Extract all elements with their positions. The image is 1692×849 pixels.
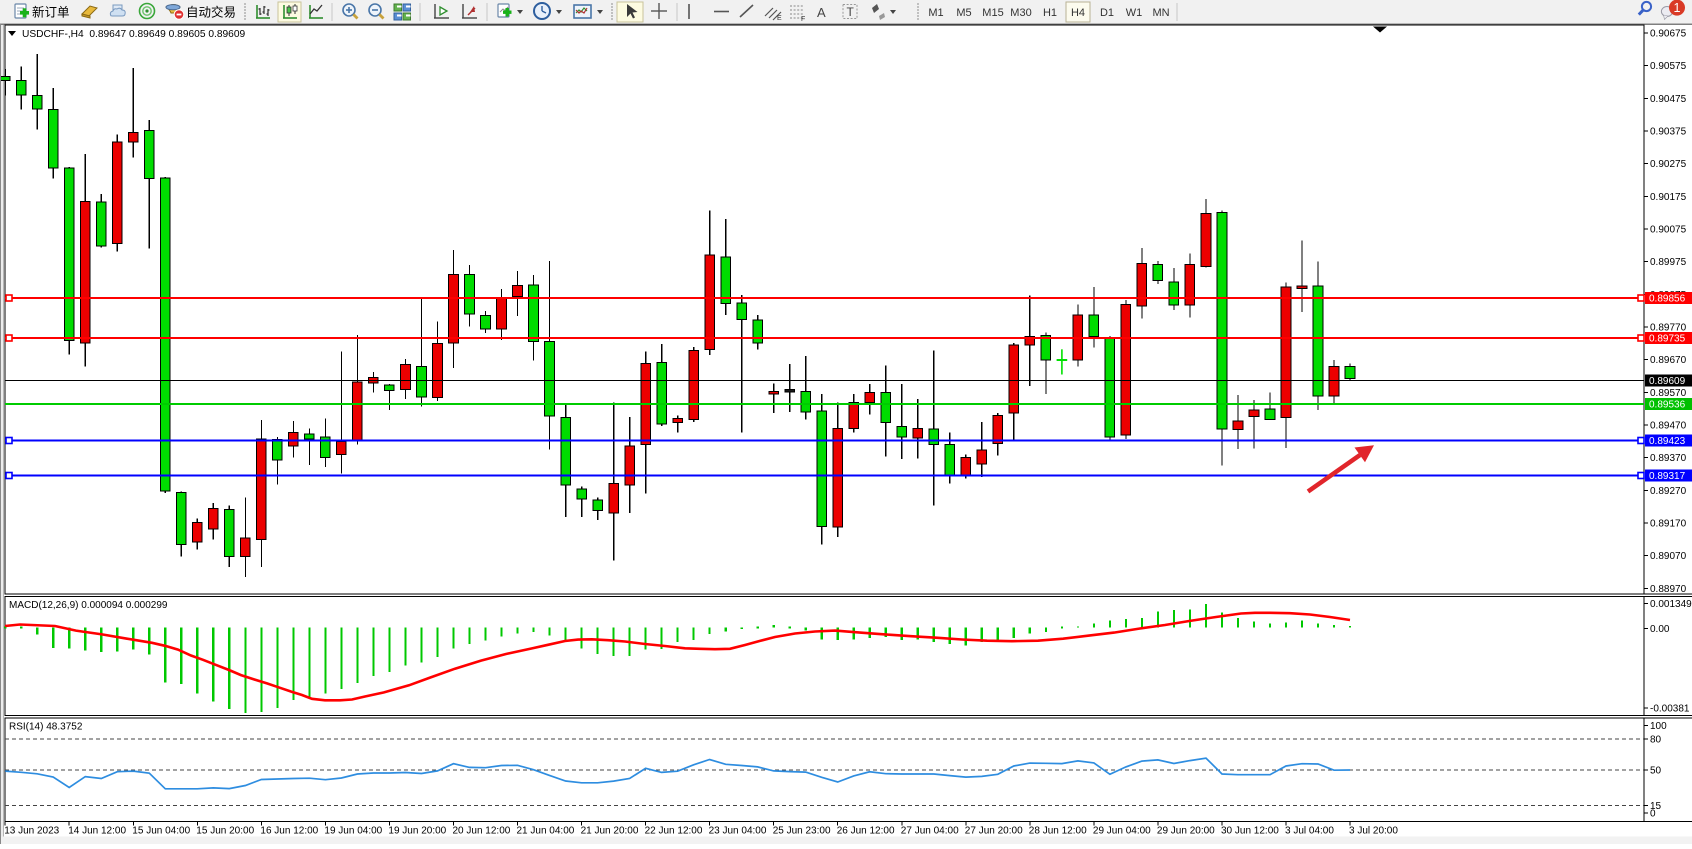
svg-text:27 Jun 04:00: 27 Jun 04:00: [901, 826, 959, 837]
svg-text:USDCHF-,H4 0.89647 0.89649 0.: USDCHF-,H4 0.89647 0.89649 0.89605 0.896…: [22, 29, 245, 40]
svg-text:0.89470: 0.89470: [1650, 421, 1687, 432]
svg-text:0: 0: [1650, 808, 1656, 819]
svg-text:T: T: [847, 5, 855, 19]
svg-text:0.90375: 0.90375: [1650, 127, 1687, 138]
svg-text:-0.00381: -0.00381: [1650, 704, 1690, 715]
svg-text:15: 15: [1650, 801, 1662, 812]
svg-text:M30: M30: [1010, 7, 1031, 19]
svg-text:0.88970: 0.88970: [1650, 584, 1687, 595]
svg-text:15 Jun 20:00: 15 Jun 20:00: [196, 826, 254, 837]
svg-text:100: 100: [1650, 721, 1667, 732]
svg-text:0.89370: 0.89370: [1650, 453, 1687, 464]
svg-text:0.90475: 0.90475: [1650, 94, 1687, 105]
svg-text:26 Jun 12:00: 26 Jun 12:00: [837, 826, 895, 837]
svg-text:0.89270: 0.89270: [1650, 486, 1687, 497]
svg-text:H1: H1: [1043, 7, 1057, 19]
svg-text:自动交易: 自动交易: [186, 5, 236, 20]
svg-text:M5: M5: [956, 7, 971, 19]
svg-text:16 Jun 12:00: 16 Jun 12:00: [260, 826, 318, 837]
svg-text:F: F: [801, 16, 805, 23]
svg-text:0.90075: 0.90075: [1650, 225, 1687, 236]
svg-text:MACD(12,26,9) 0.000094 0.00029: MACD(12,26,9) 0.000094 0.000299: [9, 600, 168, 611]
svg-text:E: E: [777, 15, 782, 22]
svg-text:RSI(14) 48.3752: RSI(14) 48.3752: [9, 722, 83, 733]
svg-text:0.90175: 0.90175: [1650, 192, 1687, 203]
svg-text:W1: W1: [1126, 7, 1143, 19]
svg-text:0.001349: 0.001349: [1650, 599, 1692, 610]
svg-text:0.89975: 0.89975: [1650, 257, 1687, 268]
svg-text:19 Jun 04:00: 19 Jun 04:00: [324, 826, 382, 837]
svg-text:15 Jun 04:00: 15 Jun 04:00: [132, 826, 190, 837]
svg-text:0.90675: 0.90675: [1650, 29, 1687, 40]
svg-text:3 Jul 04:00: 3 Jul 04:00: [1285, 826, 1334, 837]
svg-text:MN: MN: [1152, 7, 1169, 19]
svg-text:M1: M1: [928, 7, 943, 19]
svg-text:28 Jun 12:00: 28 Jun 12:00: [1029, 826, 1087, 837]
svg-text:27 Jun 20:00: 27 Jun 20:00: [965, 826, 1023, 837]
svg-text:0.89856: 0.89856: [1649, 294, 1686, 305]
svg-text:0.89070: 0.89070: [1650, 551, 1687, 562]
svg-text:M15: M15: [982, 7, 1003, 19]
svg-text:19 Jun 20:00: 19 Jun 20:00: [388, 826, 446, 837]
svg-text:0.90275: 0.90275: [1650, 159, 1687, 170]
svg-text:0.89670: 0.89670: [1650, 355, 1687, 366]
svg-text:21 Jun 04:00: 21 Jun 04:00: [517, 826, 575, 837]
svg-text:0.00: 0.00: [1650, 624, 1670, 635]
svg-text:20 Jun 12:00: 20 Jun 12:00: [453, 826, 511, 837]
svg-text:80: 80: [1650, 735, 1662, 746]
svg-text:0.89423: 0.89423: [1649, 436, 1686, 447]
svg-text:0.90575: 0.90575: [1650, 61, 1687, 72]
svg-text:14 Jun 12:00: 14 Jun 12:00: [68, 826, 126, 837]
svg-text:新订单: 新订单: [32, 5, 70, 20]
svg-text:0.89770: 0.89770: [1650, 323, 1687, 334]
svg-text:22 Jun 12:00: 22 Jun 12:00: [645, 826, 703, 837]
svg-text:0.89570: 0.89570: [1650, 388, 1687, 399]
svg-text:H4: H4: [1071, 7, 1085, 19]
svg-text:0.89536: 0.89536: [1649, 400, 1686, 411]
svg-text:3 Jul 20:00: 3 Jul 20:00: [1349, 826, 1398, 837]
svg-text:29 Jun 04:00: 29 Jun 04:00: [1093, 826, 1151, 837]
svg-text:0.89317: 0.89317: [1649, 471, 1686, 482]
svg-text:30 Jun 12:00: 30 Jun 12:00: [1221, 826, 1279, 837]
svg-text:23 Jun 04:00: 23 Jun 04:00: [709, 826, 767, 837]
svg-text:13 Jun 2023: 13 Jun 2023: [4, 826, 59, 837]
svg-text:25 Jun 23:00: 25 Jun 23:00: [773, 826, 831, 837]
svg-text:21 Jun 20:00: 21 Jun 20:00: [581, 826, 639, 837]
svg-text:0.89609: 0.89609: [1649, 376, 1686, 387]
svg-text:D1: D1: [1100, 7, 1114, 19]
svg-text:0.89735: 0.89735: [1649, 334, 1686, 345]
svg-text:50: 50: [1650, 766, 1662, 777]
svg-text:0.89170: 0.89170: [1650, 519, 1687, 530]
svg-text:1: 1: [1674, 1, 1681, 15]
svg-text:29 Jun 20:00: 29 Jun 20:00: [1157, 826, 1215, 837]
svg-text:A: A: [817, 5, 826, 20]
